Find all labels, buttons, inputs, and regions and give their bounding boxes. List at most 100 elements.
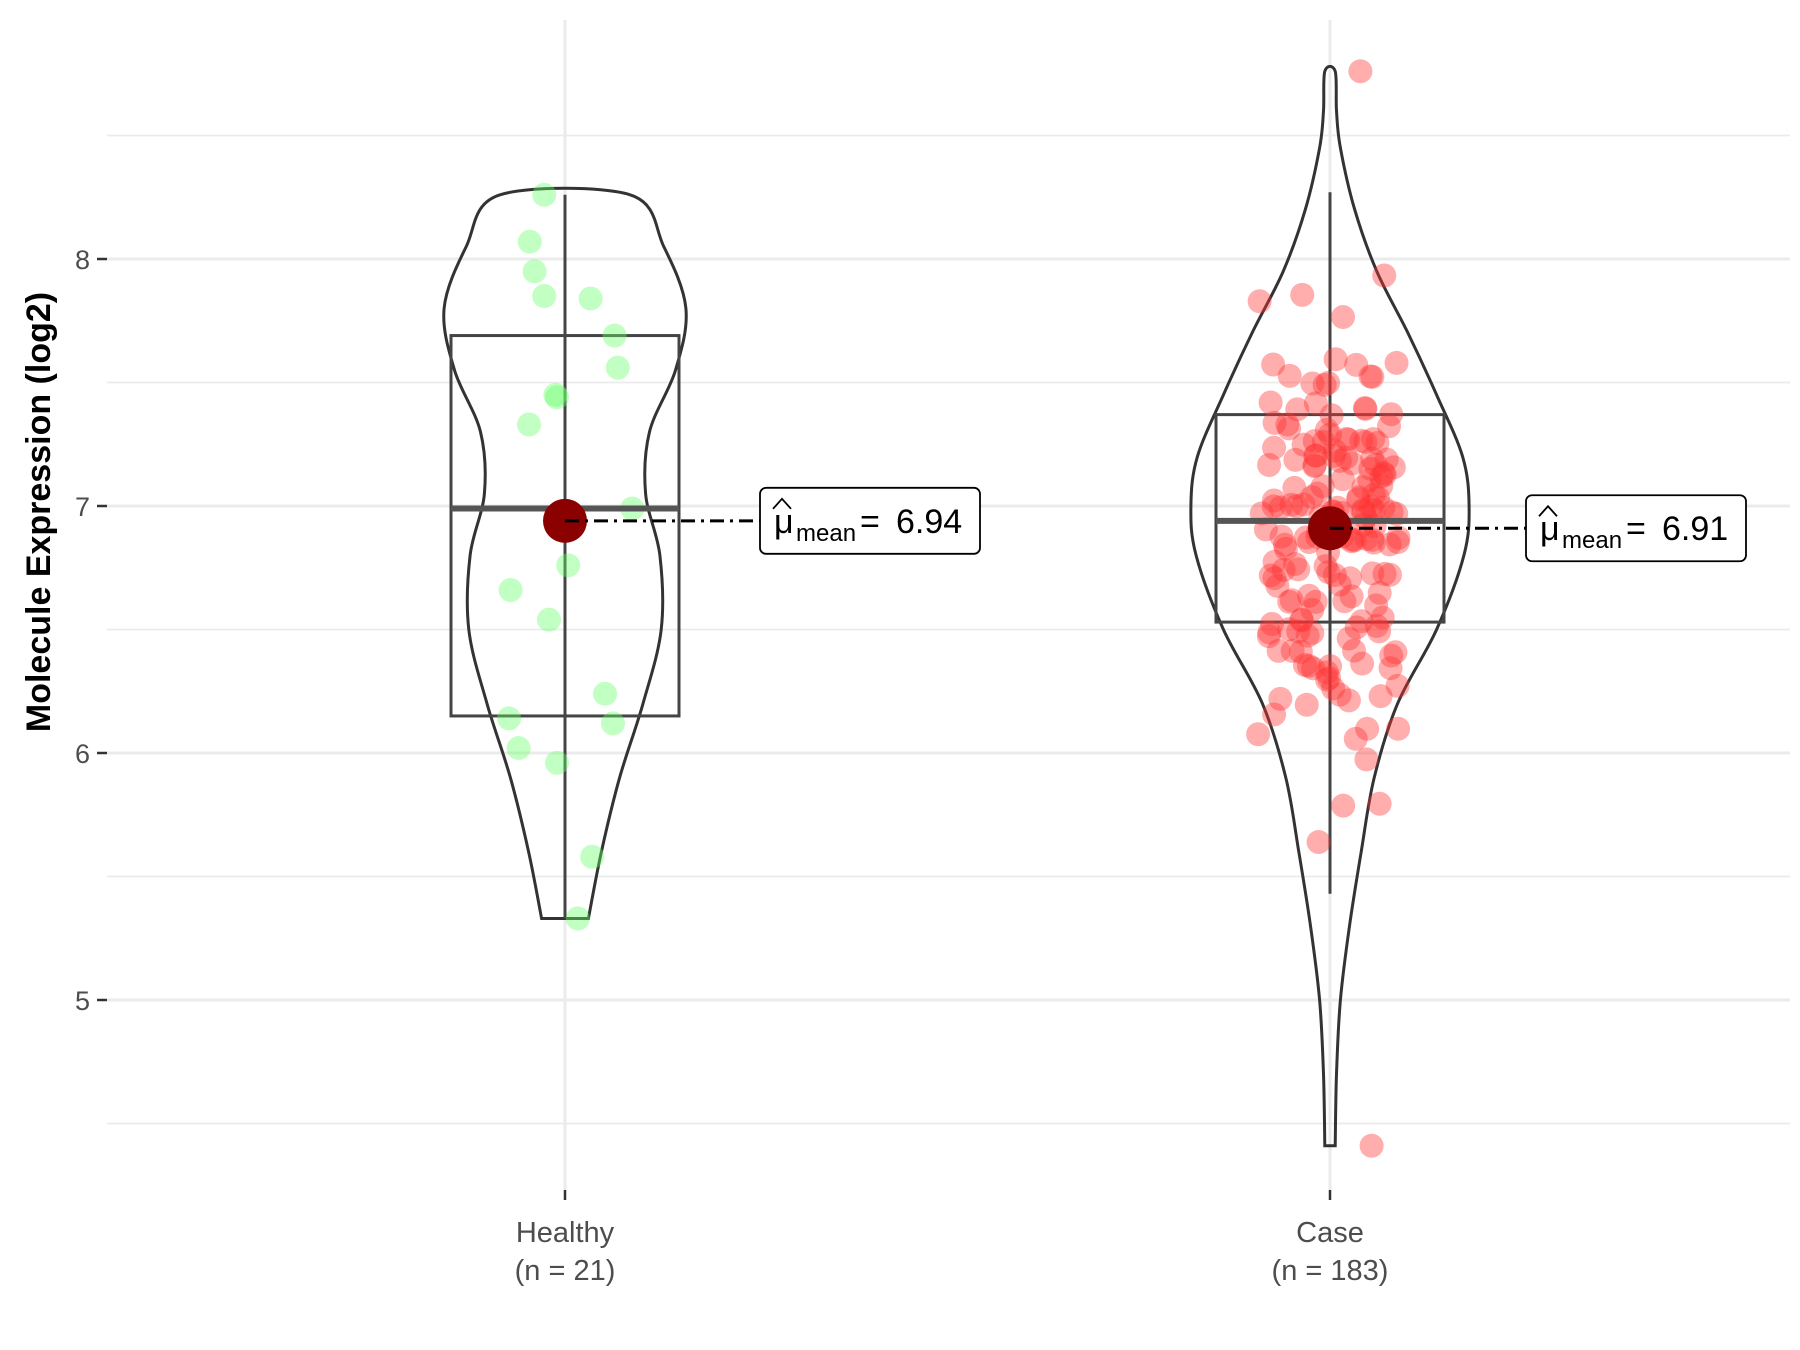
data-point xyxy=(1300,597,1325,622)
mean-equals: = xyxy=(1626,510,1646,548)
data-point xyxy=(1358,494,1383,519)
data-point xyxy=(1302,429,1327,454)
data-point xyxy=(1257,620,1282,645)
mean-value: 6.91 xyxy=(1662,510,1728,548)
data-point xyxy=(1385,530,1410,555)
data-point xyxy=(1303,443,1328,468)
axes: 5 6 7 8 Healthy (n = 21) Case (n = 183) xyxy=(75,245,1388,1287)
data-point xyxy=(1334,427,1359,452)
data-point xyxy=(537,607,561,632)
data-point xyxy=(1316,560,1341,585)
data-point xyxy=(1284,494,1309,519)
data-point xyxy=(1327,572,1352,597)
y-tick-label: 7 xyxy=(75,492,90,522)
data-point xyxy=(1297,583,1322,608)
data-point xyxy=(506,736,531,761)
data-point xyxy=(1336,688,1361,713)
data-point xyxy=(497,706,521,731)
data-point xyxy=(1300,620,1325,645)
data-point xyxy=(1334,445,1359,470)
group-healthy: μ mean = 6.94 xyxy=(442,182,981,931)
group-case: μ mean = 6.91 xyxy=(1189,59,1747,1158)
data-point xyxy=(1339,584,1364,609)
data-point xyxy=(522,259,547,284)
data-point xyxy=(1266,638,1291,663)
data-point xyxy=(1355,716,1380,741)
data-point xyxy=(1246,722,1271,747)
data-point xyxy=(1354,747,1379,772)
data-point xyxy=(1300,371,1325,396)
data-point xyxy=(1358,364,1383,389)
data-point xyxy=(1338,566,1363,591)
data-point xyxy=(1313,554,1338,579)
data-point xyxy=(1386,716,1411,741)
data-point xyxy=(1323,438,1348,463)
data-point xyxy=(1384,350,1409,375)
data-point xyxy=(1271,557,1296,582)
data-point xyxy=(1280,638,1305,663)
data-point xyxy=(1262,435,1287,460)
data-point xyxy=(1344,615,1369,640)
data-point xyxy=(1353,396,1378,421)
data-point xyxy=(1369,473,1394,498)
box xyxy=(449,334,681,718)
data-point xyxy=(1321,443,1346,468)
data-point xyxy=(1370,605,1395,630)
data-point xyxy=(1378,656,1403,681)
hat-icon xyxy=(772,497,792,510)
data-point xyxy=(1289,607,1314,632)
data-point xyxy=(605,355,630,380)
data-point xyxy=(1377,414,1402,439)
data-point xyxy=(1282,475,1307,500)
data-point xyxy=(1360,561,1385,586)
data-point xyxy=(1301,656,1326,681)
mean-symbol: μ xyxy=(774,503,794,541)
data-point xyxy=(1294,692,1319,717)
data-point xyxy=(1302,454,1327,479)
data-point xyxy=(1303,391,1328,416)
mean-value: 6.94 xyxy=(896,503,962,541)
data-point xyxy=(1361,530,1386,555)
data-point xyxy=(1361,498,1386,523)
data-point xyxy=(1327,448,1352,473)
data-point xyxy=(1269,524,1294,549)
data-point xyxy=(1374,447,1399,472)
data-point xyxy=(1372,462,1397,487)
data-point xyxy=(1332,589,1357,614)
violin-outline xyxy=(1189,64,1471,1148)
data-point xyxy=(1365,485,1390,510)
data-point xyxy=(1360,527,1385,552)
data-point xyxy=(1363,452,1388,477)
data-point xyxy=(498,577,523,602)
violin-outline xyxy=(442,186,688,920)
data-point xyxy=(1350,651,1375,676)
y-tick-label: 5 xyxy=(75,986,90,1016)
data-point xyxy=(543,382,568,407)
data-point xyxy=(1336,626,1361,651)
data-point xyxy=(1304,443,1329,468)
data-point xyxy=(601,711,625,736)
data-point xyxy=(1358,456,1383,481)
data-point xyxy=(1268,686,1293,711)
data-point xyxy=(1275,412,1300,437)
data-point xyxy=(1303,589,1328,614)
data-point xyxy=(1258,563,1283,588)
data-point xyxy=(1353,429,1378,454)
data-point xyxy=(1286,557,1311,582)
data-point xyxy=(1360,364,1385,389)
data-point xyxy=(1262,410,1287,435)
y-tick-label: 8 xyxy=(75,245,90,275)
data-point xyxy=(1283,552,1308,577)
data-point xyxy=(1372,263,1397,288)
data-point xyxy=(517,229,542,254)
data-point xyxy=(1379,643,1404,668)
data-point xyxy=(1346,485,1371,510)
data-point xyxy=(1327,682,1352,707)
y-axis-title: Molecule Expression (log2) xyxy=(20,292,58,732)
data-point xyxy=(1336,427,1361,452)
data-point xyxy=(1357,467,1382,492)
data-point xyxy=(1318,654,1343,679)
data-point xyxy=(1367,791,1392,816)
data-point xyxy=(1316,370,1341,395)
